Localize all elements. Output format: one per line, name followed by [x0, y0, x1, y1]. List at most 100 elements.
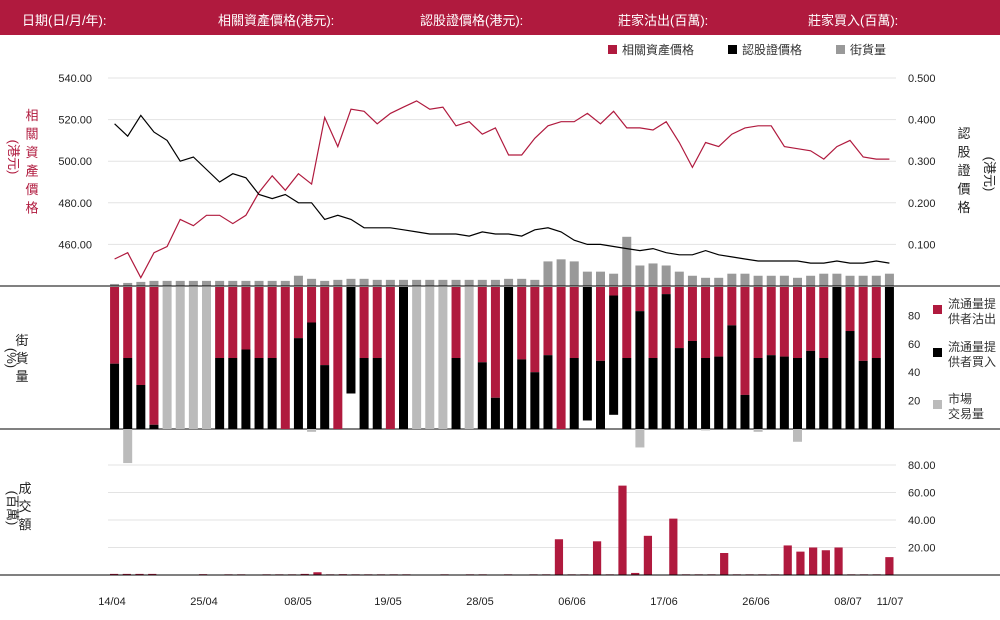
- mm-buy-bar: [254, 358, 264, 429]
- turnover-bar: [592, 541, 602, 575]
- outstanding-bar: [267, 280, 277, 286]
- outstanding-bar: [622, 236, 632, 286]
- left-tick-label: 460.00: [58, 239, 92, 251]
- mm-sell-bar: [648, 287, 658, 358]
- legend-label: 認股證價格: [742, 42, 802, 57]
- mm-buy-bar: [149, 424, 159, 429]
- mm-buy-bar: [399, 287, 408, 429]
- outstanding-bar: [123, 282, 133, 286]
- legend-swatch: [933, 305, 942, 314]
- mm-buy-bar: [372, 358, 382, 429]
- mm-buy-bar: [267, 358, 277, 429]
- mm-sell-bar: [819, 287, 829, 358]
- turnover-bar: [148, 573, 157, 575]
- right-tick-label: 0.200: [908, 198, 936, 210]
- left-tick-label: 480.00: [58, 198, 92, 210]
- legend-label: 相關資產價格: [622, 42, 694, 57]
- outstanding-bar: [320, 280, 330, 286]
- right-tick-label: 60: [908, 339, 920, 351]
- outstanding-bar: [175, 280, 185, 286]
- outstanding-bar: [871, 275, 881, 286]
- outstanding-bar: [609, 273, 619, 286]
- x-tick-label: 06/06: [558, 596, 586, 608]
- header-warrant-label: 認股證價格(港元):: [420, 13, 524, 28]
- mm-sell-bar: [123, 287, 133, 358]
- left-axis-label-char: 關: [25, 127, 38, 142]
- legend-swatch: [608, 45, 617, 54]
- outstanding-bar: [254, 280, 264, 286]
- outstanding-bar: [740, 273, 750, 286]
- x-tick-label: 28/05: [466, 596, 494, 608]
- outstanding-bar: [569, 261, 579, 286]
- outstanding-bar: [110, 283, 120, 286]
- outstanding-bar: [806, 275, 816, 286]
- mm-buy-bar: [346, 287, 356, 394]
- mm-buy-bar: [845, 331, 855, 429]
- x-tick-label: 25/04: [190, 596, 218, 608]
- outstanding-bar: [819, 273, 829, 286]
- outstanding-bar: [162, 280, 172, 286]
- turnover-bar: [300, 573, 309, 575]
- turnover-bar: [821, 550, 830, 575]
- right-axis-label-char: 股: [957, 145, 970, 160]
- turnover-bar: [796, 551, 805, 575]
- outstanding-bar: [451, 279, 461, 286]
- left-axis-label-char: 格: [25, 201, 38, 216]
- market-volume-bar: [202, 287, 211, 429]
- left-axis-unit: (%): [4, 348, 19, 368]
- mm-buy-bar: [451, 358, 461, 429]
- mm-buy-bar: [740, 394, 750, 429]
- mm-sell-bar: [385, 287, 395, 429]
- turnover-bar: [122, 573, 131, 575]
- outstanding-bar: [727, 273, 737, 286]
- outstanding-bar: [845, 275, 855, 286]
- mm-sell-bar: [740, 287, 750, 395]
- mm-buy-bar: [674, 348, 684, 429]
- legend-label: 街貨量: [850, 42, 886, 57]
- right-axis-label-char: 格: [957, 200, 970, 215]
- outstanding-bar: [399, 279, 408, 286]
- mm-sell-bar: [254, 287, 264, 358]
- mm-sell-bar: [530, 287, 540, 373]
- mm-sell-bar: [149, 287, 159, 425]
- mm-buy-bar: [110, 363, 120, 429]
- left-axis-label-char: 價: [25, 182, 38, 197]
- left-axis-label-char: 量: [15, 369, 28, 384]
- mm-buy-bar: [884, 287, 894, 429]
- mm-sell-bar: [556, 287, 566, 429]
- mm-buy-bar: [504, 287, 514, 429]
- outstanding-bar: [793, 277, 802, 286]
- left-axis-label-char: 交: [18, 499, 31, 514]
- mm-buy-bar: [543, 355, 553, 429]
- market-volume-bar: [425, 287, 435, 429]
- left-axis-label-char: 成: [18, 481, 31, 496]
- mm-sell-bar: [477, 287, 487, 363]
- mm-sell-bar: [293, 287, 303, 339]
- outstanding-bar: [359, 278, 369, 286]
- mm-sell-bar: [241, 287, 251, 350]
- left-axis-label-char: 額: [18, 517, 31, 532]
- mm-sell-bar: [871, 287, 881, 358]
- right-tick-label: 0.400: [908, 115, 936, 127]
- mm-sell-bar: [136, 287, 146, 385]
- mm-buy-bar: [609, 295, 619, 415]
- left-axis-label-char: 相: [25, 108, 38, 123]
- outstanding-bar: [464, 279, 474, 286]
- outstanding-bar: [779, 275, 789, 286]
- market-volume-bar: [701, 429, 711, 431]
- outstanding-bar: [661, 265, 671, 286]
- outstanding-bar: [674, 271, 684, 286]
- turnover-bar: [110, 573, 119, 575]
- legend-swatch: [933, 400, 942, 409]
- mm-sell-bar: [687, 287, 697, 341]
- outstanding-bar: [556, 259, 566, 286]
- market-volume-bar: [438, 287, 448, 429]
- mm-sell-bar: [267, 287, 277, 358]
- mm-buy-bar: [661, 294, 671, 429]
- outstanding-bar: [425, 279, 435, 286]
- right-axis-label-char: 認: [957, 126, 970, 141]
- mm-sell-bar: [674, 287, 684, 349]
- mm-buy-bar: [228, 358, 238, 429]
- mm-sell-bar: [753, 287, 763, 358]
- turnover-bar: [135, 573, 144, 575]
